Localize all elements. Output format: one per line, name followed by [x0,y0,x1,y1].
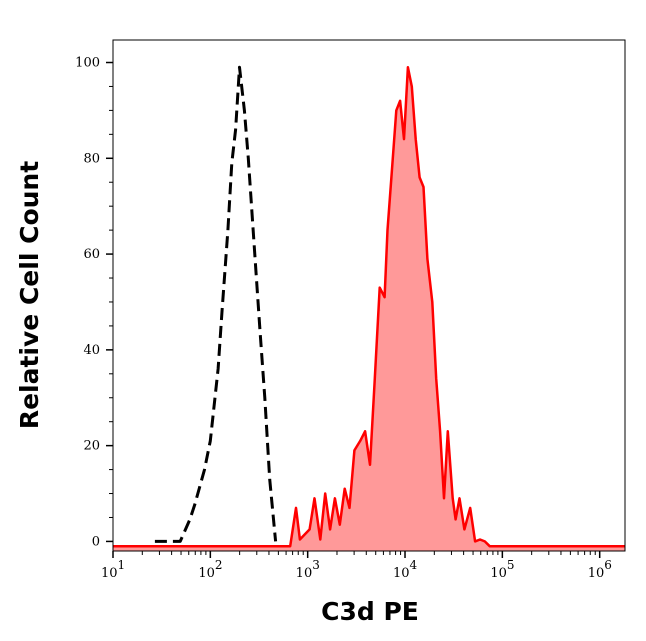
x-tick-label: 106 [588,558,612,581]
series-fill [113,67,625,552]
x-tick-label: 105 [490,558,514,581]
x-tick-label: 102 [198,558,222,581]
plot-area [113,65,625,552]
x-axis: 101 102 103 104 105 106 [101,551,612,581]
y-tick-label: 100 [75,56,100,71]
x-tick-label: 103 [296,558,320,581]
series-line [113,66,625,548]
y-tick-label: 60 [83,247,100,262]
y-axis-title: Relative Cell Count [15,161,44,429]
x-tick-label: 101 [101,558,125,581]
y-tick-label: 40 [83,343,100,358]
y-axis: 0 20 40 60 80 100 [75,56,113,549]
x-axis-title: C3d PE [321,597,419,626]
y-tick-label: 0 [92,534,100,549]
series-line [154,65,278,543]
y-tick-label: 20 [83,439,100,454]
x-tick-label: 104 [393,558,418,581]
y-tick-label: 80 [83,151,100,166]
plot-frame [112,39,626,552]
